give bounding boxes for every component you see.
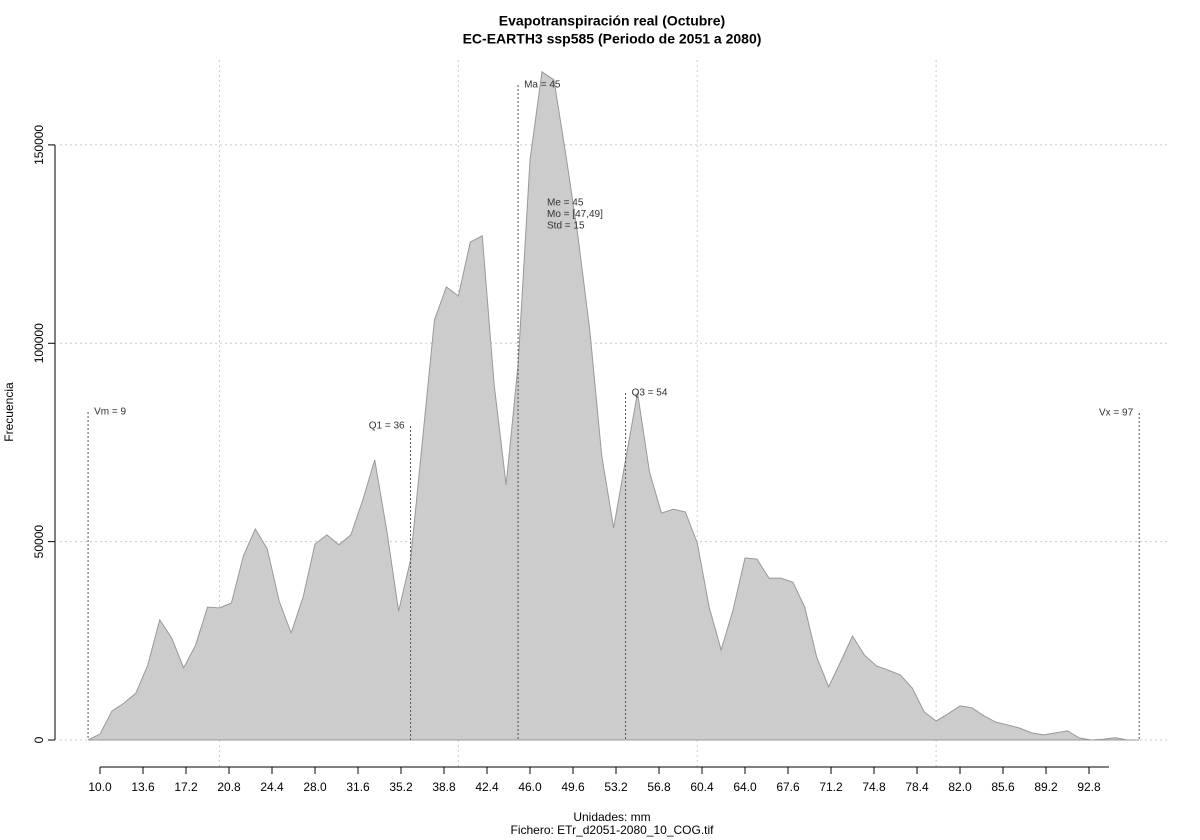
chart-title: Evapotranspiración real (Octubre): [499, 13, 725, 29]
marker-label: Vm = 9: [94, 407, 126, 418]
chart-subtitle: EC-EARTH3 ssp585 (Periodo de 2051 a 2080…: [463, 31, 762, 47]
x-tick-label: 28.0: [303, 780, 327, 794]
x-tick-label: 64.0: [733, 780, 757, 794]
x-tick-label: 92.8: [1077, 780, 1101, 794]
x-tick-label: 74.8: [862, 780, 886, 794]
marker-label: Q3 = 54: [632, 388, 668, 399]
area: [87, 71, 1140, 741]
stats-annotation: Mo = [47,49]: [547, 209, 603, 220]
x-axis-label: Unidades: mm: [573, 810, 650, 824]
x-tick-label: 42.4: [475, 780, 499, 794]
x-tick-label: 56.8: [647, 780, 671, 794]
x-tick-label: 71.2: [819, 780, 843, 794]
x-tick-label: 49.6: [561, 780, 585, 794]
stats-annotation: Std = 15: [547, 221, 585, 232]
y-tick-label: 150000: [32, 125, 46, 165]
x-tick-label: 35.2: [389, 780, 413, 794]
marker-label: Ma = 45: [524, 80, 561, 91]
y-tick-label: 100000: [32, 323, 46, 363]
x-tick-label: 89.2: [1034, 780, 1058, 794]
stats-annotation: Me = 45: [547, 198, 584, 209]
x-tick-label: 46.0: [518, 780, 542, 794]
marker-label: Vx = 97: [1099, 408, 1134, 419]
caption: Fichero: ETr_d2051-2080_10_COG.tif: [511, 823, 715, 837]
x-tick-label: 24.4: [260, 780, 284, 794]
x-tick-label: 10.0: [88, 780, 112, 794]
x-tick-label: 17.2: [174, 780, 198, 794]
y-axis-label: Frecuencia: [2, 382, 16, 442]
x-tick-label: 53.2: [604, 780, 628, 794]
x-tick-label: 78.4: [905, 780, 929, 794]
y-tick-label: 0: [32, 736, 46, 743]
marker-label: Q1 = 36: [369, 421, 405, 432]
y-tick-label: 50000: [32, 525, 46, 559]
x-tick-label: 13.6: [131, 780, 155, 794]
x-tick-label: 38.8: [432, 780, 456, 794]
x-tick-label: 31.6: [346, 780, 370, 794]
x-tick-label: 82.0: [948, 780, 972, 794]
x-tick-label: 60.4: [690, 780, 714, 794]
x-tick-label: 85.6: [991, 780, 1015, 794]
x-tick-label: 67.6: [776, 780, 800, 794]
x-tick-label: 20.8: [217, 780, 241, 794]
